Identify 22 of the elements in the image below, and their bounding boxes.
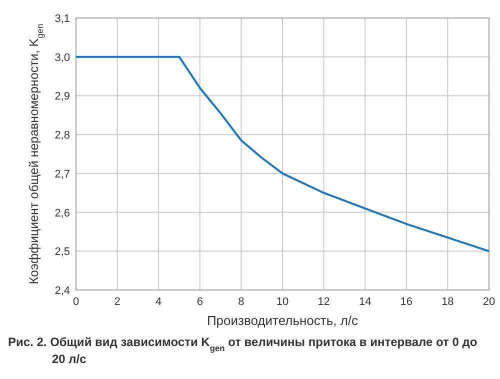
y-tick-label: 3,0 [54,52,70,64]
y-tick-label: 2,6 [54,207,70,220]
y-tick-label: 2,8 [54,130,70,142]
line-series [75,56,490,252]
x-tick-label: 2 [114,296,120,308]
y-tick-label: 3,1 [54,13,70,25]
x-tick-label: 18 [442,296,454,308]
x-tick-label: 16 [400,296,413,308]
text: Рис. 2. Общий вид зависимости K$_{gen}$ от величины притока в интервале от 0 до 20 л/с [8,335,478,366]
x-tick-label: 12 [318,296,330,308]
y-tick-label: 2,7 [54,168,70,180]
y-tick-label: 2,5 [54,246,70,258]
x-axis-title: Производительность, л/с [206,313,359,328]
y-tick-label: 2,4 [54,285,70,297]
x-tick-label: 8 [238,296,244,308]
x-tick-label: 14 [358,296,372,308]
x-tick-label: 6 [196,296,203,308]
x-tick-label: 0 [72,296,80,308]
x-tick-label: 4 [156,296,162,308]
x-tick-label: 20 [482,296,496,308]
x-tick-label: 10 [276,296,289,308]
y-tick-label: 2,9 [54,90,70,103]
